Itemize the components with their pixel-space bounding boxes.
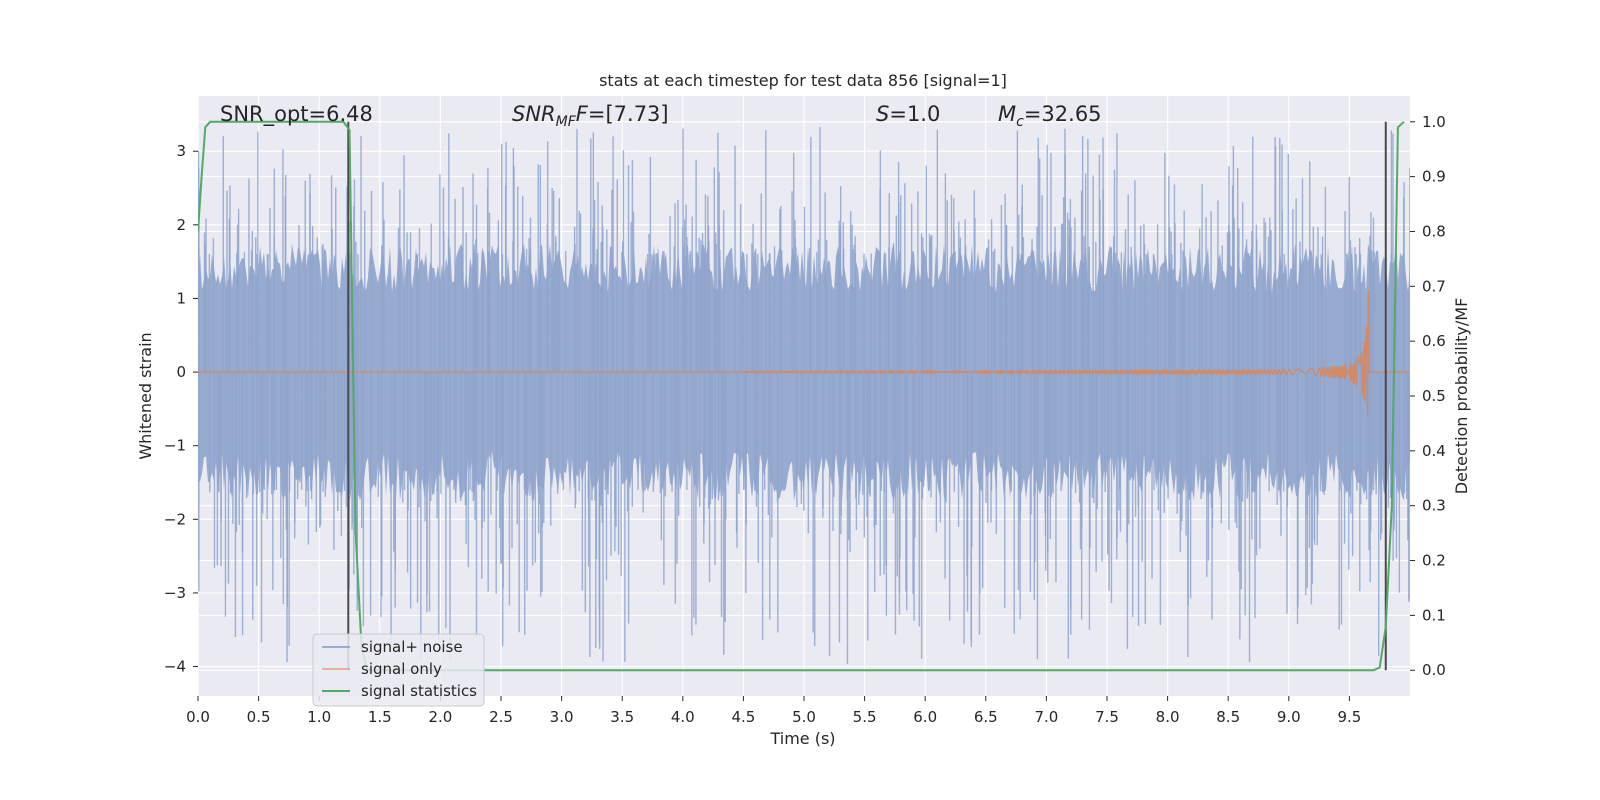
x-tick-label: 7.0 — [1034, 708, 1058, 726]
x-tick-label: 0.0 — [186, 708, 210, 726]
y-tick-label: 1 — [176, 289, 186, 307]
x-tick-label: 5.0 — [792, 708, 816, 726]
y2-tick-label: 0.1 — [1422, 606, 1446, 624]
legend-label-signal: signal only — [361, 660, 442, 678]
x-tick-label: 9.5 — [1337, 708, 1361, 726]
y-tick-label: 2 — [176, 216, 186, 234]
mc-value: =32.65 — [1024, 102, 1102, 126]
x-tick-label: 2.5 — [489, 708, 513, 726]
chart-title: stats at each timestep for test data 856… — [599, 71, 1007, 90]
s-value: =1.0 — [889, 102, 940, 126]
x-tick-label: 1.5 — [368, 708, 392, 726]
y-tick-label: 0 — [176, 363, 186, 381]
snr-mf-value: =[7.73] — [588, 102, 669, 126]
y2-tick-label: 0.3 — [1422, 497, 1446, 515]
signal-statistics-line — [198, 120, 1405, 672]
y-tick-label: 3 — [176, 142, 186, 160]
y2-tick-label: 0.8 — [1422, 222, 1446, 240]
y2-tick-label: 0.6 — [1422, 332, 1446, 350]
x-tick-label: 1.0 — [307, 708, 331, 726]
x-tick-label: 0.5 — [247, 708, 271, 726]
y-axis-ticks: 3 2 1 0 −1 −2 −3 −4 — [164, 142, 198, 676]
snr-mf-annotation: SNRMFF=[7.73] — [512, 102, 669, 130]
x-tick-label: 6.5 — [974, 708, 998, 726]
y2-axis-label: Detection probability/MF — [1452, 298, 1471, 495]
legend-label-stats: signal statistics — [361, 682, 477, 700]
y2-tick-label: 0.9 — [1422, 168, 1446, 186]
y-tick-label: −3 — [164, 584, 186, 602]
legend-label-noise: signal+ noise — [361, 638, 463, 656]
signal-only-line — [198, 290, 1410, 418]
x-tick-label: 6.0 — [913, 708, 937, 726]
x-tick-label: 4.5 — [731, 708, 755, 726]
legend: signal+ noise signal only signal statist… — [312, 633, 485, 707]
x-tick-label: 3.5 — [610, 708, 634, 726]
y-tick-label: −4 — [164, 658, 186, 676]
legend-box — [312, 633, 485, 707]
x-tick-label: 9.0 — [1277, 708, 1301, 726]
y2-tick-label: 0.5 — [1422, 387, 1446, 405]
y2-axis-ticks: 1.0 0.9 0.8 0.7 0.6 0.5 0.4 0.3 0.2 0.1 0.0 — [1410, 113, 1446, 679]
y-tick-label: −2 — [164, 510, 186, 528]
x-axis-ticks: 0.0 0.5 1.0 1.5 2.0 2.5 3.0 3.5 4.0 4.5 5.0 5.5 6.0 6… — [186, 696, 1361, 726]
x-tick-label: 4.0 — [671, 708, 695, 726]
x-tick-label: 3.0 — [550, 708, 574, 726]
x-axis-label: Time (s) — [769, 729, 835, 748]
y-tick-label: −1 — [164, 437, 186, 455]
snr-opt-annotation: SNR_opt=6.48 — [220, 102, 373, 127]
s-annotation: S=1.0 — [876, 102, 940, 126]
mc-annotation: Mc=32.65 — [998, 102, 1102, 130]
noise-series-spikes — [198, 127, 1410, 665]
x-tick-label: 5.5 — [853, 708, 877, 726]
y2-tick-label: 0.2 — [1422, 552, 1446, 570]
y-axis-label: Whitened strain — [136, 332, 155, 459]
y2-tick-label: 0.4 — [1422, 442, 1446, 460]
x-tick-label: 7.5 — [1095, 708, 1119, 726]
y2-tick-label: 0.0 — [1422, 661, 1446, 679]
x-tick-label: 2.0 — [428, 708, 452, 726]
y2-tick-label: 0.7 — [1422, 277, 1446, 295]
x-tick-label: 8.0 — [1156, 708, 1180, 726]
x-tick-label: 8.5 — [1216, 708, 1240, 726]
y2-tick-label: 1.0 — [1422, 113, 1446, 131]
